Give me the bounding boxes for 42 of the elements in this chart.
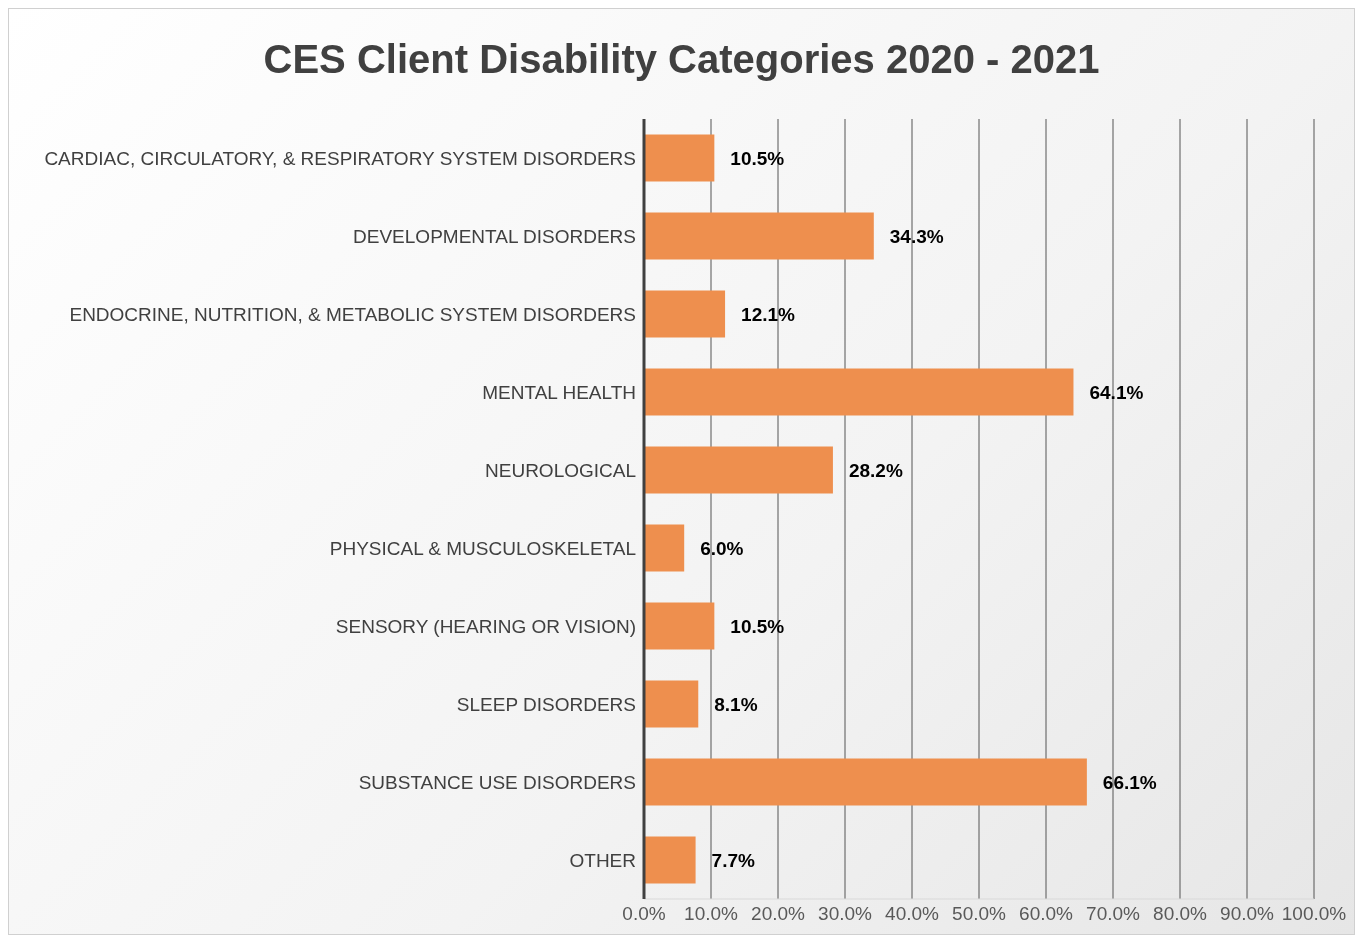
y-tick-label: PHYSICAL & MUSCULOSKELETAL — [329, 537, 636, 559]
x-tick-label: 80.0% — [1153, 903, 1208, 925]
data-label: 28.2% — [848, 459, 903, 481]
x-tick-label: 90.0% — [1220, 903, 1275, 925]
data-label: 7.7% — [711, 849, 755, 871]
y-tick-label: SUBSTANCE USE DISORDERS — [358, 771, 636, 793]
bar — [644, 680, 699, 728]
chart-title: CES Client Disability Categories 2020 - 2021 — [262, 36, 1101, 83]
data-label: 66.1% — [1102, 771, 1157, 793]
x-tick-label: 70.0% — [1086, 903, 1141, 925]
y-tick-label: SENSORY (HEARING OR VISION) — [335, 615, 636, 637]
data-label: 6.0% — [700, 537, 744, 559]
x-tick-label: 50.0% — [952, 903, 1007, 925]
y-tick-label: OTHER — [569, 849, 636, 871]
x-tick-label: 0.0% — [622, 903, 666, 925]
y-tick-label: ENDOCRINE, NUTRITION, & METABOLIC SYSTEM DISORDERS — [69, 303, 636, 325]
bar — [644, 758, 1087, 806]
bar — [644, 836, 696, 884]
x-tick-label: 100.0% — [1281, 903, 1347, 925]
x-tick-label: 30.0% — [818, 903, 873, 925]
bar — [644, 524, 685, 572]
x-tick-label: 20.0% — [751, 903, 806, 925]
y-tick-label: DEVELOPMENTAL DISORDERS — [353, 225, 636, 247]
x-tick-label: 10.0% — [684, 903, 739, 925]
data-label: 12.1% — [741, 303, 796, 325]
y-tick-label: CARDIAC, CIRCULATORY, & RESPIRATORY SYSTEM DISORDERS — [44, 147, 636, 169]
bar — [644, 368, 1074, 416]
bar — [644, 446, 833, 494]
bar — [644, 602, 715, 650]
data-label: 64.1% — [1089, 381, 1144, 403]
y-tick-label: NEUROLOGICAL — [485, 459, 636, 481]
data-label: 8.1% — [714, 693, 758, 715]
x-tick-label: 40.0% — [885, 903, 940, 925]
y-tick-label: MENTAL HEALTH — [482, 381, 636, 403]
y-tick-label: SLEEP DISORDERS — [456, 693, 636, 715]
data-label: 10.5% — [730, 615, 785, 637]
data-label: 34.3% — [889, 225, 944, 247]
x-tick-label: 60.0% — [1019, 903, 1074, 925]
data-label: 10.5% — [730, 147, 785, 169]
bar — [644, 212, 874, 260]
bar — [644, 134, 715, 182]
bar — [644, 290, 726, 338]
